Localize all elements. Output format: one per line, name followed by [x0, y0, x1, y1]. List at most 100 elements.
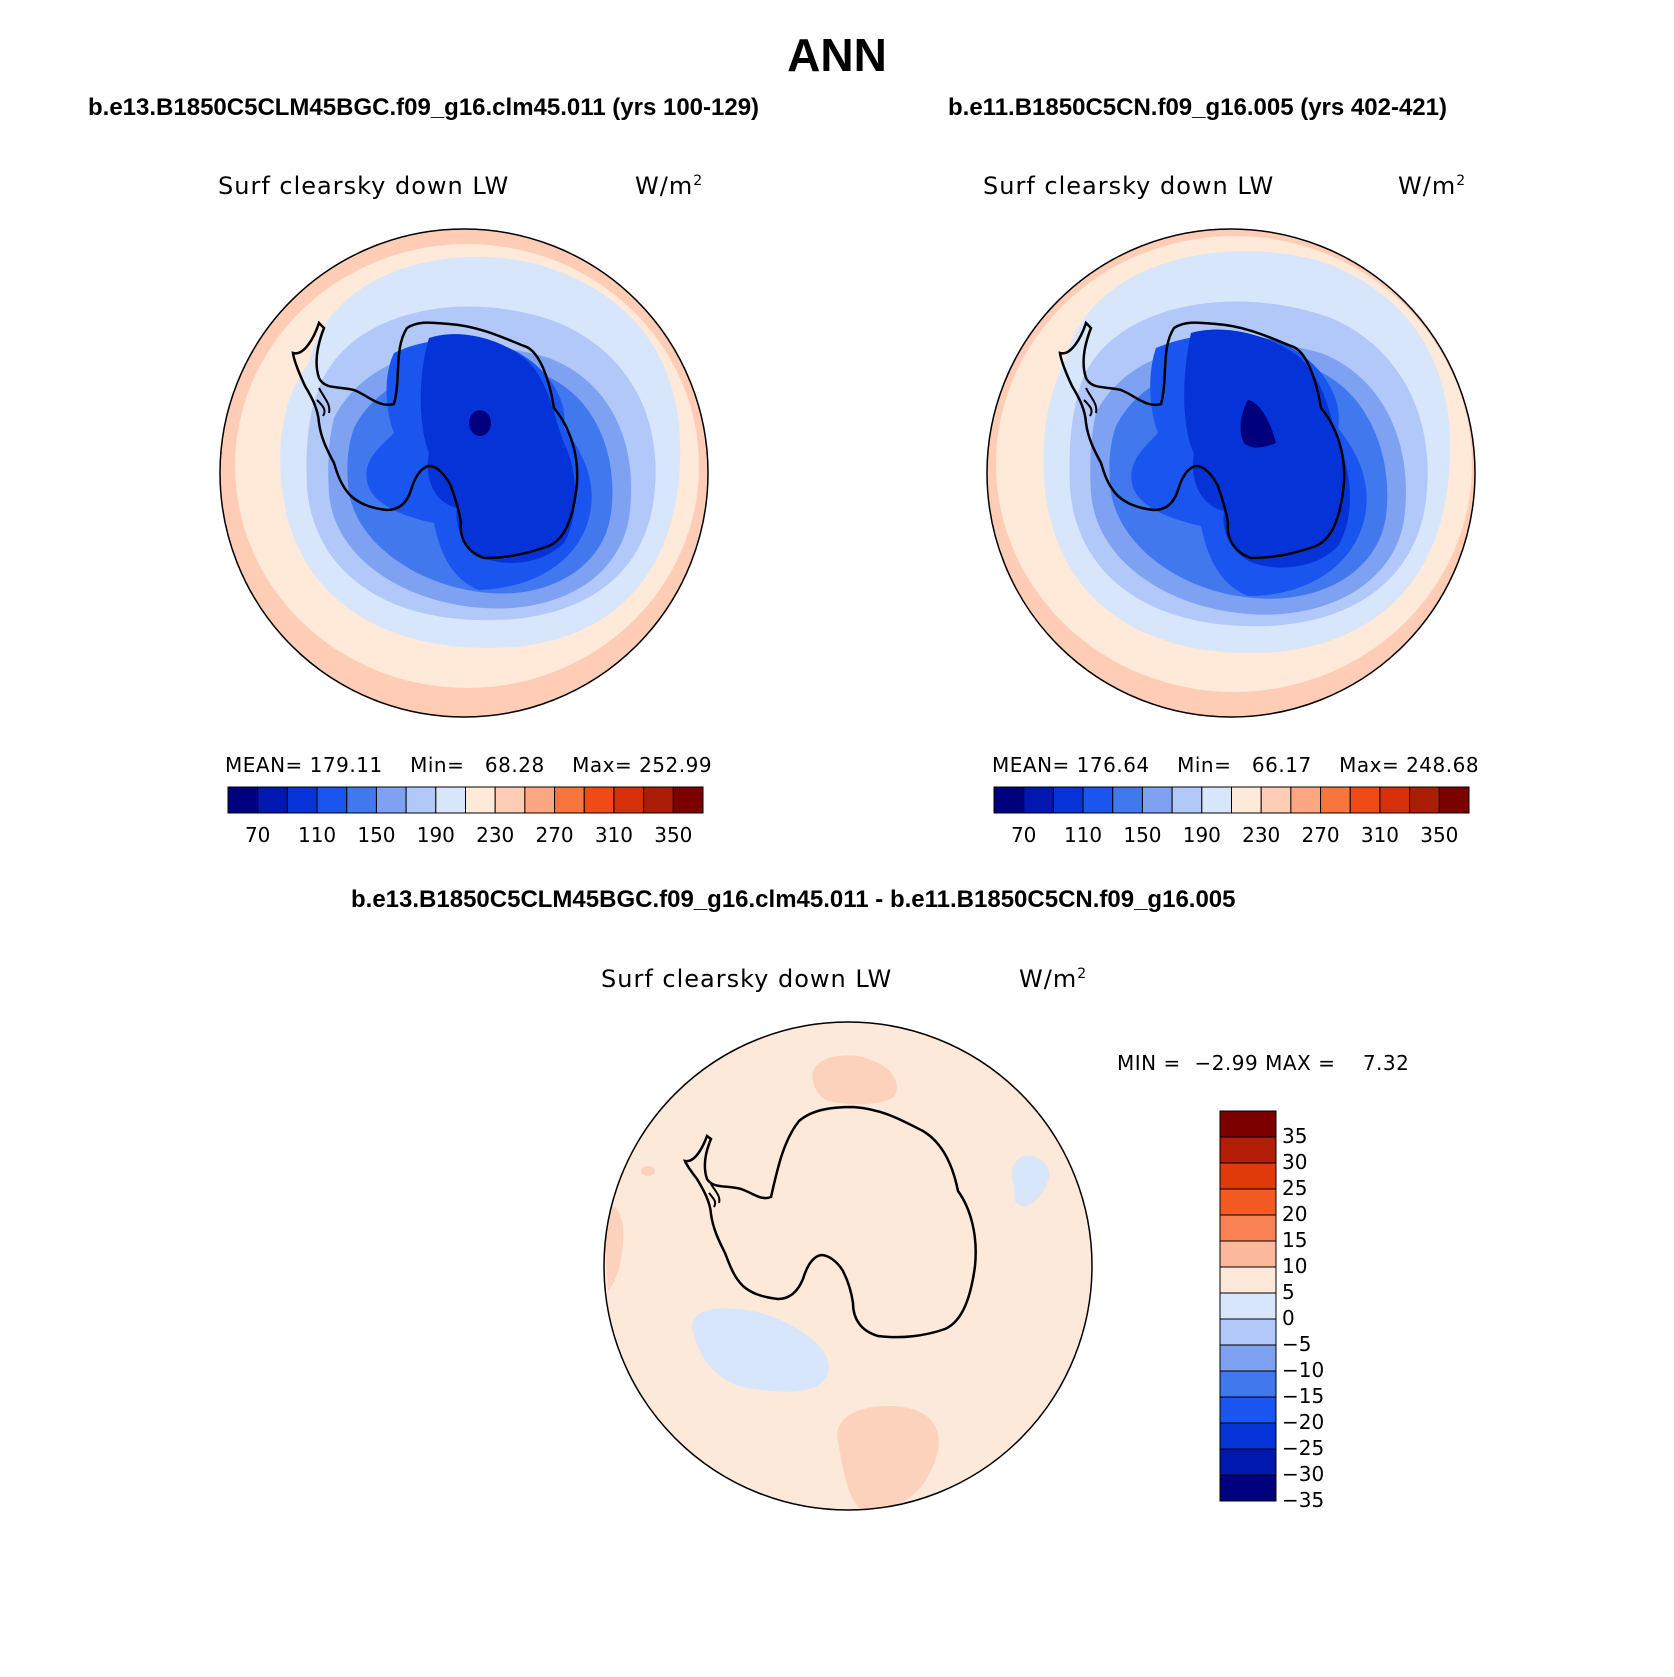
- difference-colorbar-tick-label: 15: [1282, 1228, 1308, 1252]
- colorbar-swatch: [672, 786, 704, 814]
- colorbar-swatch: [524, 786, 556, 814]
- colorbar-tick-label: 350: [654, 823, 693, 847]
- colorbar-tick-label: 310: [1360, 823, 1400, 847]
- contour-min-center: [1240, 400, 1276, 448]
- difference-colorbar-tick-label: 25: [1282, 1176, 1308, 1200]
- contour-min-center: [469, 410, 491, 436]
- panel-1-map-border: [219, 228, 709, 718]
- panel-1-map: [219, 228, 709, 718]
- colorbar-swatch: [1052, 786, 1084, 814]
- difference-colorbar-tick-label: −35: [1282, 1488, 1325, 1512]
- diff-positive-patch-west: [604, 1206, 624, 1291]
- colorbar-tick-label: 150: [357, 823, 396, 847]
- colorbar-tick-label: 270: [535, 823, 574, 847]
- colorbar-tick-label: 350: [1420, 823, 1459, 847]
- difference-colorbar-tick-label: −25: [1282, 1436, 1325, 1460]
- difference-colorbar-swatch: [1219, 1292, 1277, 1320]
- difference-colorbar: [1219, 1110, 1277, 1502]
- colorbar-swatch: [643, 786, 674, 814]
- colorbar-swatch: [1349, 786, 1381, 814]
- colorbar-swatch: [494, 786, 526, 814]
- colorbar-tick-label: 230: [476, 823, 515, 847]
- colorbar-swatch: [613, 786, 645, 814]
- colorbar-swatch: [227, 786, 259, 814]
- diff-positive-patch-south: [837, 1406, 939, 1510]
- antarctic-peninsula-coast: [708, 1183, 721, 1208]
- colorbar-swatch: [583, 786, 615, 814]
- difference-variable: Surf clearsky down LW: [601, 965, 893, 993]
- difference-colorbar-tick-label: 30: [1282, 1150, 1308, 1174]
- difference-colorbar-tick-label: 35: [1282, 1124, 1308, 1148]
- colorbar-tick-label: 70: [1010, 823, 1037, 847]
- colorbar-swatch: [1231, 786, 1262, 814]
- panel-1-variable: Surf clearsky down LW: [218, 172, 510, 200]
- difference-colorbar-tick-label: 0: [1282, 1306, 1295, 1330]
- panel-2-max: 248.68: [1406, 753, 1480, 777]
- panel-2-stats: MEAN= 176.64 Min= 66.17 Max= 248.68: [992, 753, 1480, 777]
- colorbar-tick-label: 310: [594, 823, 634, 847]
- panel-1-stats: MEAN= 179.11 Min= 68.28 Max= 252.99: [225, 753, 713, 777]
- antarctica-coastline: [1058, 320, 1346, 560]
- panel-2-case-title: b.e11.B1850C5CN.f09_g16.005 (yrs 402-421…: [948, 94, 1447, 121]
- diff-positive-patch-north: [812, 1055, 897, 1105]
- difference-minmax: MIN = −2.99 MAX = 7.32: [1117, 1051, 1410, 1075]
- difference-max: 7.32: [1362, 1051, 1410, 1075]
- difference-colorbar-swatch: [1219, 1188, 1277, 1216]
- colorbar-tick-label: 110: [1063, 823, 1103, 847]
- difference-colorbar-swatch: [1219, 1344, 1277, 1372]
- panel-1-units: W/m2: [635, 172, 704, 200]
- antarctic-peninsula-coast: [316, 387, 331, 417]
- diff-negative-patch-east: [1011, 1155, 1050, 1207]
- colorbar-swatch: [993, 786, 1025, 814]
- difference-colorbar-tick-label: −5: [1282, 1332, 1312, 1356]
- colorbar-swatch: [1260, 786, 1292, 814]
- colorbar-tick-label: 150: [1123, 823, 1162, 847]
- colorbar-swatch: [1112, 786, 1143, 814]
- colorbar-swatch: [1290, 786, 1322, 814]
- difference-colorbar-swatch: [1219, 1162, 1277, 1190]
- difference-colorbar-swatch: [1219, 1422, 1277, 1450]
- difference-colorbar-swatch: [1219, 1266, 1277, 1294]
- panel-2-variable: Surf clearsky down LW: [983, 172, 1275, 200]
- diff-negative-patch-ross: [692, 1308, 829, 1392]
- colorbar-swatch: [346, 786, 377, 814]
- colorbar-tick-label: 190: [1182, 823, 1221, 847]
- colorbar-swatch: [316, 786, 348, 814]
- panel-2-map-border: [986, 228, 1476, 718]
- difference-min: −2.99: [1194, 1051, 1259, 1075]
- difference-colorbar-swatch: [1219, 1448, 1277, 1476]
- panel-2-colorbar: [993, 786, 1470, 814]
- colorbar-swatch: [405, 786, 437, 814]
- panel-1-case-title: b.e13.B1850C5CLM45BGC.f09_g16.clm45.011 …: [88, 94, 760, 121]
- colorbar-swatch: [1023, 786, 1054, 814]
- colorbar-swatch: [286, 786, 318, 814]
- colorbar-tick-label: 70: [244, 823, 271, 847]
- antarctic-peninsula-coast: [1083, 387, 1098, 417]
- panel-1-min: 68.28: [484, 753, 545, 777]
- panel-2-units: W/m2: [1398, 172, 1467, 200]
- difference-title: b.e13.B1850C5CLM45BGC.f09_g16.clm45.011 …: [351, 886, 1236, 913]
- difference-colorbar-tick-label: 20: [1282, 1202, 1308, 1226]
- contour-band-80: [420, 334, 576, 563]
- panel-1-colorbar: [227, 786, 704, 814]
- difference-colorbar-tick-label: −10: [1282, 1358, 1325, 1382]
- colorbar-swatch: [1082, 786, 1114, 814]
- panel-2-map: [986, 228, 1476, 718]
- difference-colorbar-tick-label: −30: [1282, 1462, 1325, 1486]
- colorbar-tick-label: 190: [416, 823, 455, 847]
- colorbar-swatch: [1379, 786, 1411, 814]
- difference-map-border: [603, 1021, 1093, 1511]
- colorbar-swatch: [1201, 786, 1232, 814]
- colorbar-swatch: [1438, 786, 1470, 814]
- colorbar-swatch: [1320, 786, 1351, 814]
- difference-units: W/m2: [1019, 965, 1088, 993]
- colorbar-tick-label: 230: [1242, 823, 1281, 847]
- panel-2-min: 66.17: [1251, 753, 1312, 777]
- difference-colorbar-swatch: [1219, 1396, 1277, 1424]
- colorbar-swatch: [554, 786, 585, 814]
- colorbar-swatch: [1141, 786, 1173, 814]
- diff-positive-dot: [641, 1166, 655, 1176]
- difference-map: [603, 1021, 1093, 1511]
- colorbar-tick-label: 270: [1301, 823, 1340, 847]
- difference-colorbar-tick-label: 10: [1282, 1254, 1308, 1278]
